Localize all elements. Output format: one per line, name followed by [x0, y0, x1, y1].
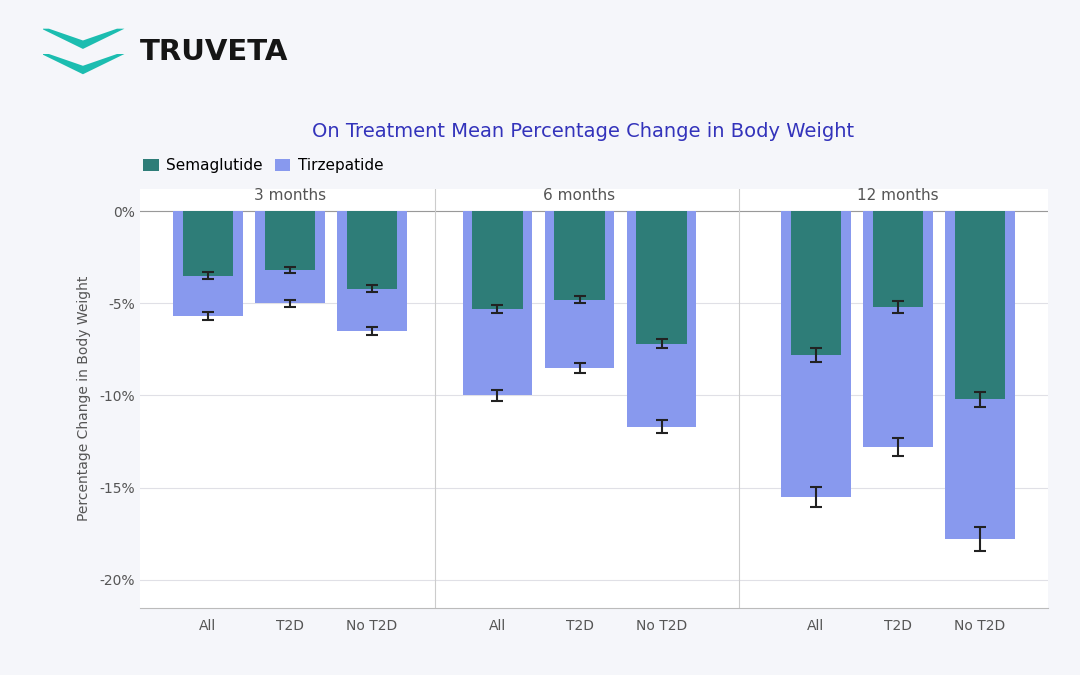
Bar [462, 211, 532, 396]
Bar [472, 211, 523, 309]
Text: TRUVETA: TRUVETA [140, 38, 288, 66]
Bar [873, 211, 923, 307]
Bar [347, 211, 397, 288]
Bar [945, 211, 1015, 539]
Bar [863, 211, 933, 447]
Polygon shape [41, 29, 124, 49]
Bar [636, 211, 687, 344]
Bar [337, 211, 407, 331]
Text: 6 months: 6 months [543, 188, 616, 203]
Bar [265, 211, 315, 270]
Polygon shape [41, 54, 124, 74]
Text: 12 months: 12 months [858, 188, 939, 203]
Text: On Treatment Mean Percentage Change in Body Weight: On Treatment Mean Percentage Change in B… [312, 122, 854, 141]
Bar [955, 211, 1005, 399]
Text: 3 months: 3 months [254, 188, 326, 203]
Bar [544, 211, 615, 368]
Bar [781, 211, 851, 497]
Bar [554, 211, 605, 300]
Bar [183, 211, 233, 275]
Y-axis label: Percentage Change in Body Weight: Percentage Change in Body Weight [77, 275, 91, 521]
Legend: Semaglutide, Tirzepatide: Semaglutide, Tirzepatide [137, 152, 390, 180]
Bar [791, 211, 841, 355]
Bar [255, 211, 325, 303]
Bar [626, 211, 697, 427]
Bar [173, 211, 243, 316]
